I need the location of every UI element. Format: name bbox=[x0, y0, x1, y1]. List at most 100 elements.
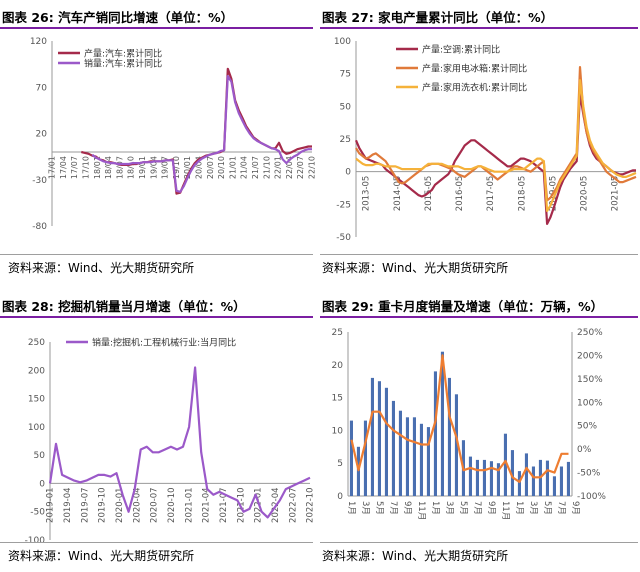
y-tick-label: -100 bbox=[25, 536, 46, 543]
y-tick-label-left: 15 bbox=[332, 394, 343, 404]
bar bbox=[510, 450, 514, 496]
x-tick-label: 2018-05 bbox=[517, 176, 527, 212]
bar bbox=[454, 394, 458, 496]
y-tick-label-left: 20 bbox=[332, 361, 344, 371]
bar bbox=[517, 471, 521, 496]
y-tick-label-left: 5 bbox=[337, 459, 343, 469]
bar bbox=[482, 459, 486, 496]
chart-28: 250 200 150 100 50 0 -50 -100 2019-01 2019-04 2019… bbox=[25, 337, 315, 544]
chart-panel-27: 图表 27: 家电产量累计同比（单位：%） 100 75 50 25 0 -25 -50 20… bbox=[320, 0, 640, 290]
source-rule-28 bbox=[0, 542, 313, 543]
x-tick-label: 17/07 bbox=[70, 156, 79, 179]
x-tick-label: 19/07 bbox=[161, 156, 170, 179]
y-tick-label: 0 bbox=[345, 168, 351, 178]
x-tick-label: 11月 bbox=[416, 501, 426, 520]
x-tick-label: 19/10 bbox=[172, 156, 181, 179]
x-tick-label: 3月 bbox=[360, 501, 370, 515]
x-tick-label: 21/01 bbox=[228, 156, 237, 179]
y-tick-label-right: 50% bbox=[577, 422, 597, 432]
x-tick-label: 1月 bbox=[514, 501, 524, 515]
x-tick-label: 2014-05 bbox=[393, 176, 403, 212]
y-tick-label-right: 100% bbox=[577, 398, 603, 408]
x-tick-label: 2021-10 bbox=[236, 487, 246, 523]
chart-panel-26: 图表 26: 汽车产销同比增速（单位：%） 120 70 20 -30 -80 17/01… bbox=[0, 0, 315, 290]
x-tick-label: 2021-04 bbox=[202, 487, 212, 523]
source-text-26: 资料来源：Wind、光大期货研究所 bbox=[8, 261, 195, 275]
x-tick-label: 2021-01 bbox=[184, 487, 194, 523]
x-tick-label: 22/10 bbox=[308, 156, 315, 179]
x-tick-label: 18/04 bbox=[104, 156, 113, 179]
chart-title-27: 图表 27: 家电产量累计同比（单位：%） bbox=[322, 10, 554, 25]
y-tick-label: 250 bbox=[28, 338, 45, 348]
bar bbox=[531, 466, 535, 496]
x-tick-label: 20/10 bbox=[217, 156, 226, 179]
x-tick-label: 5月 bbox=[458, 501, 468, 515]
y-tick-label-right: 250% bbox=[577, 328, 603, 338]
y-tick-label: 200 bbox=[28, 366, 45, 376]
x-tick-label: 2020-04 bbox=[132, 487, 142, 523]
bar bbox=[552, 476, 556, 496]
x-tick-label: 2017-05 bbox=[486, 176, 496, 212]
x-tick-label: 22/04 bbox=[285, 156, 294, 179]
y-tick-label: -80 bbox=[32, 222, 47, 232]
source-text-29: 资料来源：Wind、光大期货研究所 bbox=[322, 549, 509, 563]
y-tick-label: -50 bbox=[30, 508, 45, 518]
y-tick-label: 75 bbox=[340, 70, 351, 80]
legend-label: 产量:家用电冰箱:累计同比 bbox=[422, 63, 527, 75]
y-tick-label: 70 bbox=[36, 83, 48, 93]
series-line bbox=[355, 79, 637, 212]
x-tick-label: 1月 bbox=[430, 501, 440, 515]
x-tick-label: 21/04 bbox=[240, 156, 249, 179]
x-tick-label: 2020-01 bbox=[115, 487, 125, 523]
y-tick-label-right: 150% bbox=[577, 375, 603, 385]
bar bbox=[370, 377, 374, 496]
bar bbox=[496, 463, 500, 496]
x-tick-label: 22/01 bbox=[274, 156, 283, 179]
title-rule-29 bbox=[320, 316, 638, 318]
bar bbox=[475, 459, 479, 496]
x-tick-label: 2019-10 bbox=[98, 487, 108, 523]
series-line bbox=[91, 75, 312, 193]
bar bbox=[426, 427, 430, 496]
bar bbox=[524, 453, 528, 496]
x-tick-label: 5月 bbox=[374, 501, 384, 515]
chart-title-28: 图表 28: 挖掘机销量当月增速（单位：%） bbox=[2, 299, 246, 314]
bar bbox=[566, 461, 570, 496]
chart-title-29: 图表 29: 重卡月度销量及增速（单位：万辆，%） bbox=[322, 299, 604, 314]
y-tick-label: 50 bbox=[34, 451, 46, 461]
x-tick-label: 3月 bbox=[444, 501, 454, 515]
x-tick-label: 2019-04 bbox=[63, 487, 73, 523]
x-tick-label: 2021-05 bbox=[611, 176, 621, 212]
x-tick-label: 20/04 bbox=[195, 156, 204, 179]
x-tick-label: 2020-10 bbox=[167, 487, 177, 523]
x-tick-label: 2020-07 bbox=[150, 487, 160, 523]
bar bbox=[545, 460, 549, 496]
y-tick-label: 50 bbox=[340, 102, 352, 112]
legend-label: 产量:空调:累计同比 bbox=[422, 44, 500, 56]
bar bbox=[377, 381, 381, 496]
bar bbox=[363, 420, 367, 496]
x-tick-label: 9月 bbox=[486, 501, 496, 515]
growth-line bbox=[350, 354, 569, 483]
x-tick-label: 18/07 bbox=[115, 156, 124, 179]
legend-label: 销量:挖掘机:工程机械行业:当月同比 bbox=[92, 337, 236, 349]
y-tick-label: -50 bbox=[336, 233, 351, 243]
x-tick-label: 9月 bbox=[402, 501, 412, 515]
y-tick-label-right: 200% bbox=[577, 351, 603, 361]
bar bbox=[489, 461, 493, 496]
source-rule-27 bbox=[320, 254, 638, 255]
y-tick-label: -25 bbox=[336, 200, 351, 210]
x-tick-label: 3月 bbox=[528, 501, 538, 515]
chart-title-26: 图表 26: 汽车产销同比增速（单位：%） bbox=[2, 10, 234, 25]
y-tick-label: 120 bbox=[30, 37, 47, 47]
x-tick-label: 7月 bbox=[556, 501, 566, 515]
x-tick-label: 2021-07 bbox=[219, 487, 229, 523]
x-tick-label: 17/10 bbox=[81, 156, 90, 179]
y-tick-label-left: 0 bbox=[337, 492, 343, 502]
y-tick-label: 25 bbox=[340, 135, 351, 145]
y-tick-label-right: 0% bbox=[577, 445, 592, 455]
source-text-28: 资料来源：Wind、光大期货研究所 bbox=[8, 549, 195, 563]
bar bbox=[349, 420, 353, 496]
